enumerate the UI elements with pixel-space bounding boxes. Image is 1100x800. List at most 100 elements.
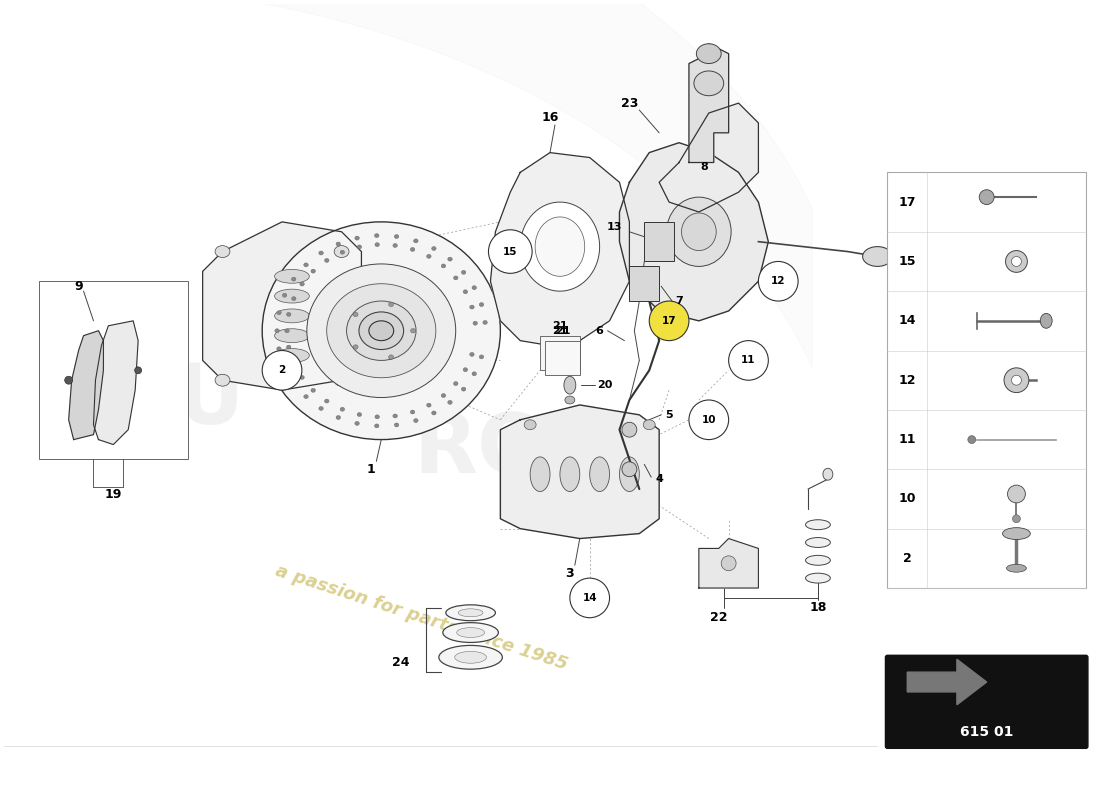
Ellipse shape bbox=[1012, 375, 1022, 385]
Polygon shape bbox=[202, 222, 362, 390]
Ellipse shape bbox=[454, 651, 486, 663]
Circle shape bbox=[488, 230, 532, 274]
Ellipse shape bbox=[427, 403, 431, 407]
Ellipse shape bbox=[621, 462, 637, 477]
Ellipse shape bbox=[448, 257, 452, 261]
Ellipse shape bbox=[285, 329, 289, 333]
Ellipse shape bbox=[410, 247, 415, 251]
Ellipse shape bbox=[456, 628, 484, 638]
Ellipse shape bbox=[1012, 257, 1022, 266]
Circle shape bbox=[689, 400, 728, 439]
Ellipse shape bbox=[441, 394, 446, 398]
Bar bbox=[629, 266, 659, 301]
Ellipse shape bbox=[319, 251, 323, 255]
Ellipse shape bbox=[319, 406, 323, 410]
Ellipse shape bbox=[565, 396, 575, 404]
Bar bbox=[544, 341, 580, 375]
Text: 1: 1 bbox=[367, 462, 376, 476]
Text: 615 01: 615 01 bbox=[960, 725, 1013, 738]
Ellipse shape bbox=[134, 367, 142, 374]
Bar bbox=[888, 172, 1086, 588]
Ellipse shape bbox=[388, 355, 394, 359]
Ellipse shape bbox=[480, 355, 484, 359]
Ellipse shape bbox=[805, 538, 830, 547]
Ellipse shape bbox=[619, 457, 639, 491]
Text: 10: 10 bbox=[899, 493, 916, 506]
Ellipse shape bbox=[327, 284, 436, 378]
Ellipse shape bbox=[1002, 528, 1031, 539]
Polygon shape bbox=[908, 659, 987, 705]
Ellipse shape bbox=[346, 301, 416, 361]
Ellipse shape bbox=[336, 415, 341, 419]
Ellipse shape bbox=[275, 349, 309, 362]
Ellipse shape bbox=[65, 376, 73, 384]
Text: 9: 9 bbox=[75, 280, 82, 293]
Text: 7: 7 bbox=[675, 296, 683, 306]
Ellipse shape bbox=[216, 246, 230, 258]
Ellipse shape bbox=[359, 312, 404, 350]
Ellipse shape bbox=[324, 399, 329, 403]
Text: 15: 15 bbox=[503, 246, 518, 257]
Text: 16: 16 bbox=[541, 111, 559, 125]
Ellipse shape bbox=[472, 372, 476, 376]
Ellipse shape bbox=[368, 321, 394, 341]
Ellipse shape bbox=[470, 353, 474, 356]
Ellipse shape bbox=[453, 382, 458, 386]
Ellipse shape bbox=[375, 415, 379, 419]
Ellipse shape bbox=[446, 605, 495, 621]
Ellipse shape bbox=[353, 345, 359, 350]
Ellipse shape bbox=[1005, 250, 1027, 272]
Ellipse shape bbox=[1004, 368, 1028, 393]
Ellipse shape bbox=[696, 44, 722, 63]
Ellipse shape bbox=[564, 376, 575, 394]
Ellipse shape bbox=[461, 270, 465, 274]
Ellipse shape bbox=[431, 246, 436, 250]
Polygon shape bbox=[491, 153, 629, 346]
Ellipse shape bbox=[292, 361, 296, 365]
Ellipse shape bbox=[292, 297, 296, 301]
Ellipse shape bbox=[453, 276, 458, 280]
Ellipse shape bbox=[311, 388, 316, 392]
Polygon shape bbox=[659, 103, 758, 212]
Circle shape bbox=[758, 262, 799, 301]
Text: 21: 21 bbox=[552, 321, 568, 330]
Ellipse shape bbox=[431, 411, 436, 415]
Polygon shape bbox=[698, 538, 758, 588]
Text: 13: 13 bbox=[607, 222, 623, 232]
Ellipse shape bbox=[275, 329, 279, 333]
Ellipse shape bbox=[286, 345, 292, 349]
Ellipse shape bbox=[262, 222, 500, 439]
Text: 24: 24 bbox=[393, 656, 410, 669]
Ellipse shape bbox=[1008, 485, 1025, 503]
Ellipse shape bbox=[823, 468, 833, 480]
Ellipse shape bbox=[355, 236, 360, 240]
Ellipse shape bbox=[286, 312, 292, 316]
Ellipse shape bbox=[968, 436, 976, 443]
Text: 22: 22 bbox=[710, 611, 727, 624]
Ellipse shape bbox=[358, 245, 362, 249]
Circle shape bbox=[649, 301, 689, 341]
Text: 8: 8 bbox=[700, 162, 707, 173]
Circle shape bbox=[728, 341, 768, 380]
Text: 23: 23 bbox=[620, 97, 638, 110]
Text: 12: 12 bbox=[899, 374, 916, 386]
Ellipse shape bbox=[483, 321, 487, 325]
Circle shape bbox=[570, 578, 609, 618]
Ellipse shape bbox=[470, 305, 474, 309]
Text: 2: 2 bbox=[903, 552, 912, 565]
Ellipse shape bbox=[644, 420, 656, 430]
Ellipse shape bbox=[463, 290, 467, 294]
Ellipse shape bbox=[441, 264, 446, 268]
Ellipse shape bbox=[621, 422, 637, 437]
Circle shape bbox=[262, 350, 301, 390]
Text: 21: 21 bbox=[552, 326, 568, 336]
Ellipse shape bbox=[393, 414, 397, 418]
Text: 4: 4 bbox=[656, 474, 663, 484]
Ellipse shape bbox=[336, 242, 341, 246]
Ellipse shape bbox=[682, 213, 716, 250]
Ellipse shape bbox=[300, 282, 305, 286]
Ellipse shape bbox=[722, 556, 736, 570]
Ellipse shape bbox=[388, 302, 394, 306]
Text: RO: RO bbox=[412, 409, 548, 490]
Ellipse shape bbox=[1041, 314, 1053, 328]
